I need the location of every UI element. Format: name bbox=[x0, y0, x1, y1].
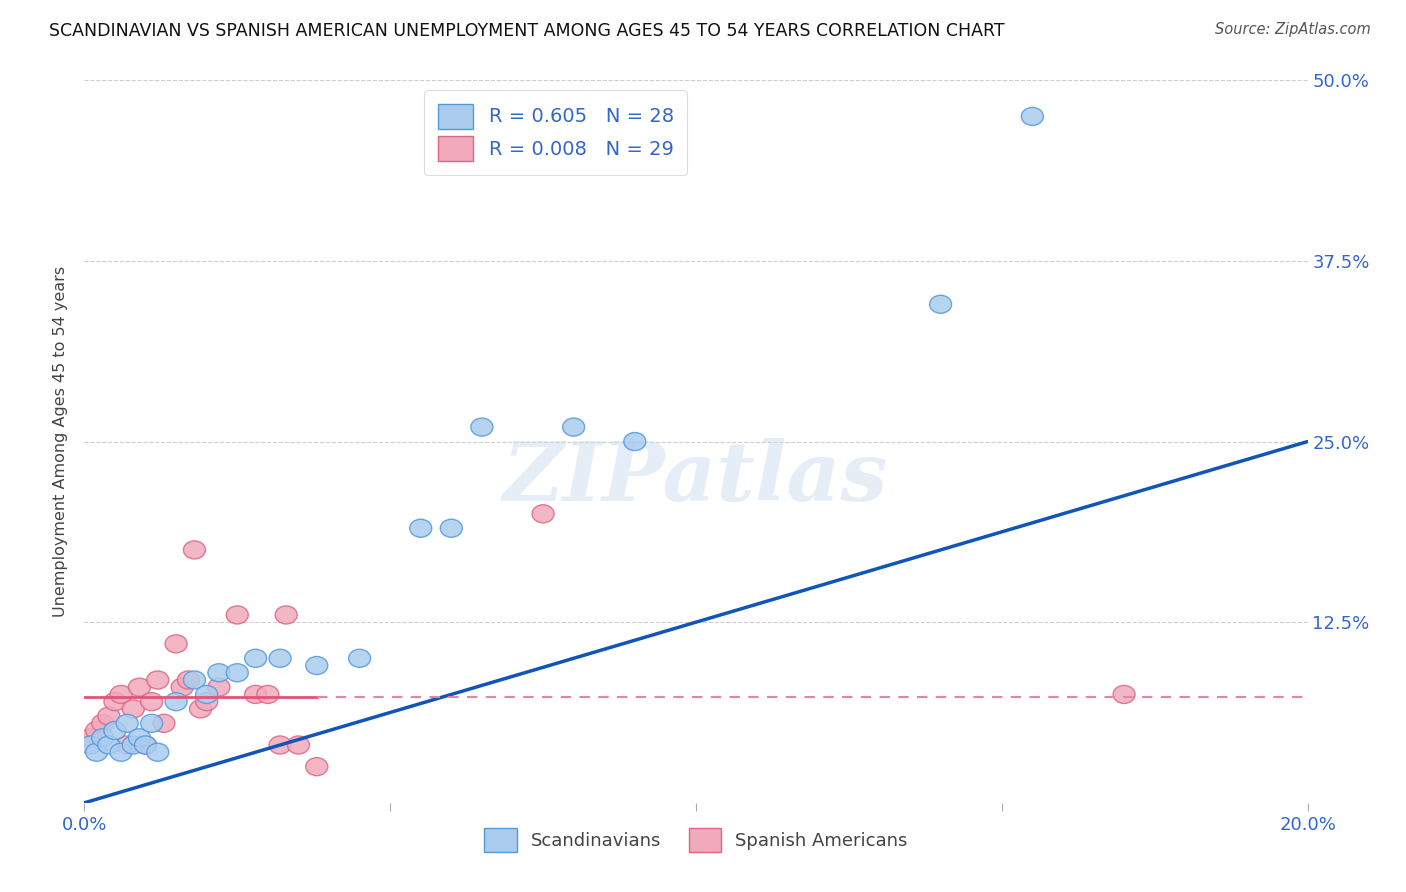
Ellipse shape bbox=[349, 649, 371, 667]
Ellipse shape bbox=[190, 700, 211, 718]
Ellipse shape bbox=[562, 418, 585, 436]
Ellipse shape bbox=[183, 671, 205, 689]
Ellipse shape bbox=[110, 685, 132, 704]
Ellipse shape bbox=[165, 635, 187, 653]
Ellipse shape bbox=[195, 692, 218, 711]
Ellipse shape bbox=[98, 707, 120, 725]
Text: ZIPatlas: ZIPatlas bbox=[503, 438, 889, 517]
Ellipse shape bbox=[91, 729, 114, 747]
Ellipse shape bbox=[269, 649, 291, 667]
Ellipse shape bbox=[208, 664, 231, 681]
Ellipse shape bbox=[287, 736, 309, 754]
Ellipse shape bbox=[141, 692, 163, 711]
Ellipse shape bbox=[122, 736, 145, 754]
Ellipse shape bbox=[117, 736, 138, 754]
Text: SCANDINAVIAN VS SPANISH AMERICAN UNEMPLOYMENT AMONG AGES 45 TO 54 YEARS CORRELAT: SCANDINAVIAN VS SPANISH AMERICAN UNEMPLO… bbox=[49, 22, 1005, 40]
Ellipse shape bbox=[128, 729, 150, 747]
Legend: Scandinavians, Spanish Americans: Scandinavians, Spanish Americans bbox=[477, 822, 915, 859]
Ellipse shape bbox=[305, 757, 328, 776]
Ellipse shape bbox=[305, 657, 328, 674]
Ellipse shape bbox=[195, 685, 218, 704]
Ellipse shape bbox=[226, 664, 249, 681]
Ellipse shape bbox=[257, 685, 278, 704]
Ellipse shape bbox=[172, 678, 193, 697]
Ellipse shape bbox=[104, 722, 127, 739]
Ellipse shape bbox=[165, 692, 187, 711]
Ellipse shape bbox=[245, 685, 267, 704]
Ellipse shape bbox=[141, 714, 163, 732]
Ellipse shape bbox=[276, 606, 297, 624]
Y-axis label: Unemployment Among Ages 45 to 54 years: Unemployment Among Ages 45 to 54 years bbox=[53, 266, 69, 617]
Ellipse shape bbox=[177, 671, 200, 689]
Ellipse shape bbox=[471, 418, 494, 436]
Ellipse shape bbox=[135, 736, 156, 754]
Ellipse shape bbox=[183, 541, 205, 559]
Ellipse shape bbox=[1021, 107, 1043, 126]
Ellipse shape bbox=[269, 736, 291, 754]
Ellipse shape bbox=[86, 722, 108, 739]
Ellipse shape bbox=[153, 714, 174, 732]
Ellipse shape bbox=[80, 729, 101, 747]
Ellipse shape bbox=[440, 519, 463, 537]
Ellipse shape bbox=[128, 678, 150, 697]
Ellipse shape bbox=[409, 519, 432, 537]
Ellipse shape bbox=[1114, 685, 1135, 704]
Ellipse shape bbox=[226, 606, 249, 624]
Ellipse shape bbox=[146, 671, 169, 689]
Ellipse shape bbox=[624, 433, 645, 450]
Ellipse shape bbox=[122, 700, 145, 718]
Ellipse shape bbox=[104, 692, 127, 711]
Ellipse shape bbox=[208, 678, 231, 697]
Ellipse shape bbox=[98, 736, 120, 754]
Text: Source: ZipAtlas.com: Source: ZipAtlas.com bbox=[1215, 22, 1371, 37]
Ellipse shape bbox=[117, 714, 138, 732]
Ellipse shape bbox=[80, 736, 101, 754]
Ellipse shape bbox=[110, 743, 132, 761]
Ellipse shape bbox=[86, 743, 108, 761]
Ellipse shape bbox=[146, 743, 169, 761]
Ellipse shape bbox=[91, 714, 114, 732]
Ellipse shape bbox=[245, 649, 267, 667]
Ellipse shape bbox=[929, 295, 952, 313]
Ellipse shape bbox=[531, 505, 554, 523]
Ellipse shape bbox=[135, 736, 156, 754]
